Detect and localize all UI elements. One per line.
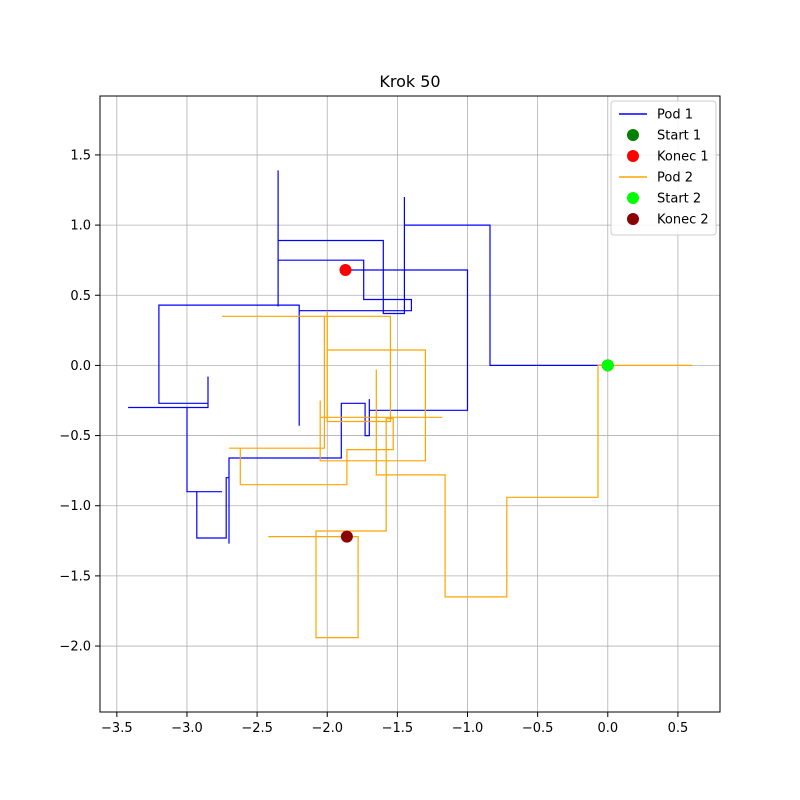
x-tick-label: −3.5 xyxy=(101,721,133,736)
y-tick-label: 0.0 xyxy=(70,359,91,374)
legend-label: Konec 1 xyxy=(657,150,709,165)
x-tick-label: −3.0 xyxy=(171,721,203,736)
legend-label: Start 1 xyxy=(657,129,701,144)
x-tick-label: −2.0 xyxy=(311,721,343,736)
legend-label: Pod 1 xyxy=(657,108,693,123)
axis-ticks: −3.5 −3.0 −2.5 −2.0 −1.5 −1.0 −0.5 0.0 0.5 −2.0 −1… xyxy=(59,148,688,736)
y-tick-label: −0.5 xyxy=(59,429,91,444)
legend-marker-swatch xyxy=(627,192,639,204)
legend-label: Pod 2 xyxy=(657,171,693,186)
y-tick-label: 1.0 xyxy=(70,219,91,234)
y-tick-label: −1.5 xyxy=(59,569,91,584)
series-line-4 xyxy=(222,310,692,639)
x-tick-label: 0.5 xyxy=(668,721,689,736)
legend-label: Konec 2 xyxy=(657,213,709,228)
x-tick-label: −1.0 xyxy=(452,721,484,736)
legend-marker-swatch xyxy=(627,150,639,162)
plot-frame xyxy=(99,95,721,713)
y-tick-label: 0.5 xyxy=(70,289,91,304)
series-marker-5 xyxy=(601,359,614,372)
legend: Pod 1 Start 1 Konec 1 Pod 2 Start 2 Konec 2 xyxy=(610,100,717,236)
series-line-1 xyxy=(128,170,608,544)
x-tick-label: 0.0 xyxy=(597,721,618,736)
y-tick-label: −1.0 xyxy=(59,499,91,514)
x-tick-label: −1.5 xyxy=(382,721,414,736)
legend-label: Start 2 xyxy=(657,192,701,207)
x-tick-label: −0.5 xyxy=(522,721,554,736)
series-marker-6 xyxy=(340,530,353,543)
y-tick-label: 1.5 xyxy=(70,148,91,163)
series-layer xyxy=(128,170,692,639)
y-tick-label: −2.0 xyxy=(59,640,91,655)
chart-title: Krok 50 xyxy=(379,72,440,91)
x-tick-label: −2.5 xyxy=(241,721,273,736)
series-marker-3 xyxy=(339,263,352,276)
legend-marker-swatch xyxy=(627,129,639,141)
legend-marker-swatch xyxy=(627,213,639,225)
